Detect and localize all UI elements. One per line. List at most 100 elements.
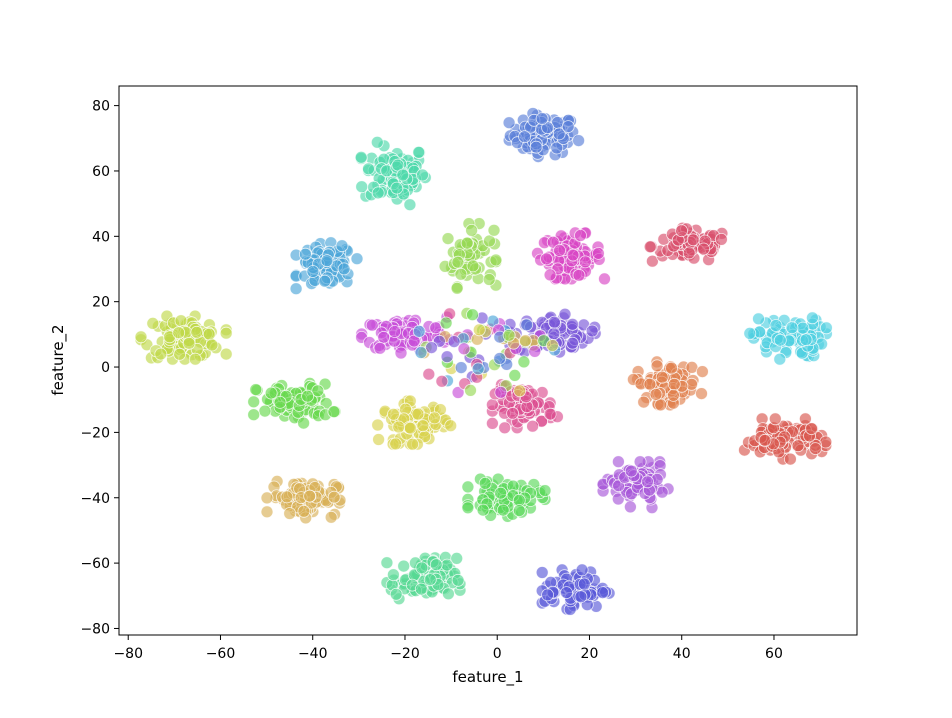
scatter-point — [188, 352, 202, 366]
scatter-point — [439, 316, 453, 330]
scatter-point — [182, 336, 196, 350]
scatter-point — [508, 368, 522, 382]
scatter-point — [535, 112, 549, 125]
scatter-point — [454, 267, 468, 281]
scatter-point — [518, 130, 531, 144]
scatter-point — [371, 186, 385, 200]
scatter-point — [190, 325, 204, 339]
y-axis-ticks: −80 −60 −40 −20 0 20 40 60 80 — [80, 99, 119, 637]
y-tick-label: 60 — [92, 164, 110, 180]
scatter-point — [306, 265, 320, 278]
scatter-point — [498, 421, 512, 435]
scatter-point — [611, 492, 625, 506]
scatter-point — [280, 490, 294, 504]
scatter-point — [403, 421, 417, 435]
scatter-point — [482, 273, 496, 286]
x-axis-ticks: −80 −60 −40 −20 0 20 40 60 — [113, 635, 783, 662]
scatter-point — [362, 162, 375, 176]
scatter-point — [377, 330, 391, 344]
scatter-point — [297, 504, 311, 518]
scatter-point — [423, 573, 437, 586]
scatter-point — [643, 377, 657, 391]
scatter-point — [478, 476, 492, 490]
scatter-point — [506, 406, 519, 420]
scatter-point — [612, 455, 625, 469]
scatter-point — [517, 355, 531, 369]
scatter-point — [624, 464, 638, 478]
scatter-point — [394, 346, 408, 360]
scatter-point — [444, 419, 458, 433]
scatter-point — [260, 505, 274, 519]
scatter-point — [435, 374, 449, 388]
scatter-point — [464, 383, 477, 397]
scatter-point — [649, 387, 663, 401]
scatter-point — [476, 503, 490, 517]
scatter-point — [249, 383, 263, 397]
scatter-point — [440, 558, 454, 572]
scatter-point — [205, 338, 219, 352]
scatter-point — [260, 491, 274, 505]
x-tick-label: −40 — [298, 646, 328, 662]
scatter-point — [461, 480, 475, 494]
scatter-point — [174, 314, 188, 328]
scatter-point — [806, 311, 819, 325]
scatter-point — [303, 489, 317, 503]
scatter-point — [572, 268, 586, 282]
scatter-point — [172, 326, 186, 340]
scatter-point — [502, 116, 516, 130]
y-tick-label: 0 — [101, 360, 110, 376]
scatter-point — [558, 307, 572, 321]
scatter-point — [406, 437, 420, 451]
scatter-point — [460, 236, 474, 250]
scatter-point — [529, 140, 543, 154]
scatter-point — [805, 422, 818, 436]
scatter-point — [416, 419, 430, 433]
scatter-point — [643, 240, 657, 254]
scatter-point — [327, 490, 341, 504]
scatter-point — [641, 475, 654, 489]
scatter-points — [134, 107, 833, 616]
scatter-point — [447, 335, 461, 349]
scatter-point — [513, 384, 527, 398]
scatter-point — [154, 347, 168, 361]
scatter-point — [485, 398, 499, 412]
scatter-point — [380, 556, 394, 570]
scatter-point — [665, 361, 678, 375]
y-axis-label: feature_2 — [49, 324, 68, 395]
scatter-point — [471, 362, 485, 376]
scatter-point — [441, 232, 455, 246]
scatter-point — [491, 472, 505, 486]
scatter-point — [327, 405, 341, 419]
scatter-point — [578, 255, 592, 269]
scatter-point — [428, 411, 441, 425]
scatter-point — [365, 318, 379, 332]
scatter-point — [654, 398, 668, 412]
scatter-point — [396, 168, 410, 182]
scatter-point — [697, 242, 710, 256]
scatter-point — [386, 568, 400, 582]
scatter-point — [173, 347, 187, 361]
scatter-point — [809, 442, 822, 456]
x-tick-label: −80 — [113, 646, 143, 662]
scatter-point — [541, 588, 554, 602]
scatter-point — [784, 452, 797, 466]
scatter-point — [624, 500, 637, 514]
scatter-point — [219, 326, 233, 340]
scatter-point — [311, 384, 325, 398]
y-tick-label: 40 — [92, 229, 110, 245]
scatter-point — [416, 168, 429, 182]
scatter-point — [598, 272, 611, 286]
scatter-point — [451, 386, 465, 399]
x-tick-label: 20 — [581, 646, 599, 662]
scatter-point — [650, 359, 664, 373]
plot-frame — [118, 85, 858, 636]
scatter-point — [335, 239, 349, 253]
scatter-point — [318, 274, 332, 288]
scatter-point — [389, 437, 403, 451]
scatter-point — [493, 352, 507, 365]
scatter-point — [820, 321, 833, 335]
scatter-point — [596, 586, 609, 599]
scatter-point — [675, 224, 688, 238]
scatter-point — [768, 412, 782, 426]
x-tick-label: −60 — [206, 646, 236, 662]
